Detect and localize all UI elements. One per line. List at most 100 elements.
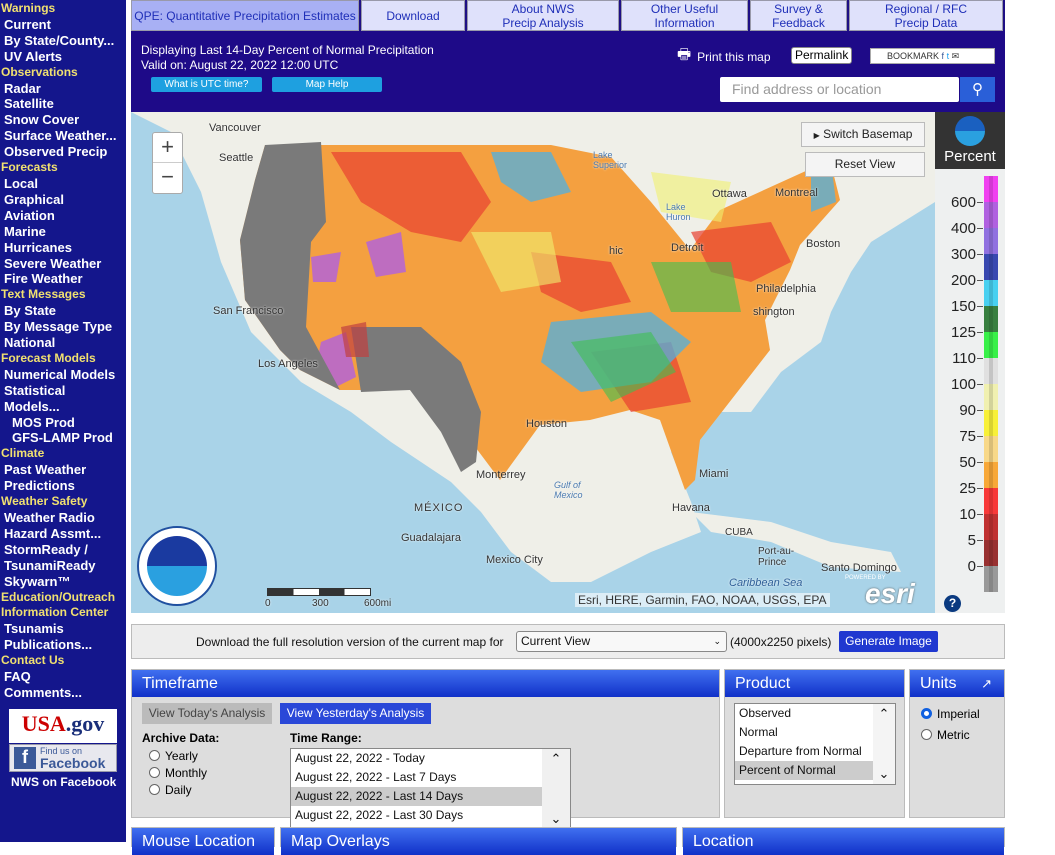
sidebar-item[interactable]: By State — [4, 303, 57, 319]
sidebar-item[interactable]: By State/County... — [4, 32, 115, 48]
sidebar-item[interactable]: TsunamiReady — [4, 557, 96, 573]
sidebar-section-header[interactable]: Information Center — [1, 605, 109, 620]
label-caribbean-sea: Caribbean Sea — [729, 577, 803, 589]
legend-swatch — [984, 280, 998, 306]
location-search-input[interactable]: Find address or location — [720, 77, 959, 102]
units-panel: Units ↗ Imperial Metric — [909, 669, 1005, 818]
sidebar-section-header[interactable]: Forecast Models — [1, 350, 96, 365]
sidebar-item[interactable]: Skywarn™ — [4, 573, 71, 589]
sidebar-item[interactable]: By Message Type — [4, 319, 113, 335]
sidebar-item[interactable]: Radar — [4, 80, 41, 96]
sidebar-item[interactable]: Observed Precip — [4, 144, 108, 160]
sidebar-item[interactable]: MOS Prod — [12, 414, 75, 430]
product-option[interactable]: Departure from Normal — [739, 744, 862, 758]
product-option[interactable]: Normal — [739, 725, 778, 739]
map-attribution[interactable]: Esri, HERE, Garmin, FAO, NOAA, USGS, EPA — [575, 593, 830, 607]
list-scrollbar[interactable]: ⌃ ⌄ — [542, 749, 570, 829]
download-view-select[interactable]: Current View ⌄ — [516, 631, 727, 652]
sidebar-item[interactable]: National — [4, 335, 56, 351]
sidebar-item[interactable]: Fire Weather — [4, 271, 83, 287]
permalink-button[interactable]: Permalink — [791, 47, 853, 64]
sidebar-item[interactable]: Statistical Models... — [4, 382, 66, 414]
sidebar-section-header[interactable]: Weather Safety — [1, 494, 88, 509]
reset-view-button[interactable]: Reset View — [805, 152, 925, 177]
archive-yearly[interactable]: Yearly — [149, 747, 207, 764]
email-icon[interactable]: ✉ — [951, 51, 960, 61]
switch-basemap-button[interactable]: ▶ Switch Basemap — [801, 122, 925, 147]
download-text: Download the full resolution version of … — [196, 635, 504, 649]
product-list[interactable]: Observed Normal Departure from Normal Pe… — [734, 703, 896, 785]
search-button[interactable]: ⚲ — [960, 77, 995, 102]
sidebar-item[interactable]: Predictions — [4, 478, 75, 494]
sidebar-item[interactable]: UV Alerts — [4, 48, 63, 64]
legend-help-icon[interactable]: ? — [944, 595, 961, 612]
sidebar-item[interactable]: Publications... — [4, 637, 93, 653]
tab-survey[interactable]: Survey & Feedback — [750, 0, 847, 31]
sidebar-item[interactable]: Tsunamis — [4, 621, 64, 637]
archive-monthly[interactable]: Monthly — [149, 764, 207, 781]
sidebar-item[interactable]: Severe Weather — [4, 255, 102, 271]
time-range-list[interactable]: August 22, 2022 - Today August 22, 2022 … — [290, 748, 571, 830]
zoom-out-button[interactable]: − — [161, 164, 174, 189]
generate-image-button[interactable]: Generate Image — [839, 631, 938, 652]
sidebar-item[interactable]: Satellite — [4, 96, 54, 112]
tab-regional[interactable]: Regional / RFC Precip Data — [849, 0, 1003, 31]
sidebar-item[interactable]: Numerical Models — [4, 366, 116, 382]
twitter-icon[interactable]: t — [946, 51, 950, 61]
sidebar-item[interactable]: Aviation — [4, 207, 55, 223]
facebook-badge[interactable]: f Find us on Facebook — [9, 743, 117, 772]
utc-button[interactable]: What is UTC time? — [151, 77, 262, 92]
units-metric[interactable]: Metric — [921, 724, 980, 745]
bookmark-button[interactable]: BOOKMARK f t ✉ — [870, 48, 995, 64]
sidebar-item[interactable]: Past Weather — [4, 462, 87, 478]
sidebar-item[interactable]: Comments... — [4, 684, 83, 700]
sidebar-item[interactable]: Marine — [4, 223, 46, 239]
sidebar-section-header[interactable]: Warnings — [1, 1, 56, 15]
sidebar-item[interactable]: Current — [4, 16, 51, 32]
range-option-selected[interactable]: August 22, 2022 - Last 14 Days — [291, 787, 570, 806]
range-option[interactable]: August 22, 2022 - Last 7 Days — [295, 770, 457, 784]
range-option[interactable]: August 22, 2022 - Today — [295, 751, 425, 765]
usa-gov-logo[interactable]: USA.gov — [9, 708, 117, 743]
product-option-selected[interactable]: Percent of Normal — [735, 761, 895, 780]
tab-other-info[interactable]: Other Useful Information — [621, 0, 748, 31]
sidebar-item[interactable]: Local — [4, 175, 38, 191]
radio-icon — [149, 784, 160, 795]
esri-logo[interactable]: esri — [865, 578, 915, 609]
sidebar-item[interactable]: FAQ — [4, 669, 31, 685]
list-scrollbar[interactable]: ⌃ ⌄ — [873, 704, 895, 784]
nws-facebook-link[interactable]: NWS on Facebook — [11, 774, 117, 789]
legend-tick — [977, 228, 983, 229]
tab-about[interactable]: About NWS Precip Analysis — [467, 0, 619, 31]
sidebar-section-header[interactable]: Education/Outreach — [1, 589, 116, 604]
sidebar-item[interactable]: Graphical — [4, 191, 64, 207]
sidebar-item[interactable]: Snow Cover — [4, 112, 80, 128]
precip-blue-areas — [491, 152, 836, 392]
precip-map[interactable]: Vancouver Seattle San Francisco Los Ange… — [131, 112, 935, 613]
map-help-button[interactable]: Map Help — [272, 77, 382, 92]
facebook-icon[interactable]: f — [941, 51, 945, 61]
sidebar-item[interactable]: Hazard Assmt... — [4, 525, 102, 541]
sidebar-section-header[interactable]: Forecasts — [1, 160, 58, 175]
tab-download[interactable]: Download — [361, 0, 465, 31]
sidebar-item[interactable]: StormReady / — [4, 541, 88, 557]
view-today-button[interactable]: View Today's Analysis — [142, 703, 272, 724]
range-option[interactable]: August 22, 2022 - Last 30 Days — [295, 808, 464, 822]
view-yesterday-button[interactable]: View Yesterday's Analysis — [280, 703, 431, 724]
sidebar-item[interactable]: Hurricanes — [4, 239, 72, 255]
expand-arrow-icon[interactable]: ↗ — [981, 676, 992, 691]
product-option[interactable]: Observed — [739, 706, 792, 720]
zoom-in-button[interactable]: + — [153, 133, 182, 163]
sidebar-item[interactable]: Surface Weather... — [4, 128, 117, 144]
sidebar-section-header[interactable]: Climate — [1, 446, 45, 461]
archive-daily[interactable]: Daily — [149, 781, 207, 798]
sidebar-item[interactable]: GFS-LAMP Prod — [12, 430, 113, 446]
print-map-link[interactable]: 🖶 Print this map — [677, 44, 771, 69]
sidebar-section-header[interactable]: Observations — [1, 64, 78, 79]
label-lake-superior: Lake Superior — [593, 150, 628, 170]
sidebar-section-header[interactable]: Text Messages — [1, 287, 86, 302]
sidebar-item[interactable]: Weather Radio — [4, 510, 95, 525]
sidebar-section-header[interactable]: Contact Us — [1, 653, 65, 668]
units-imperial[interactable]: Imperial — [921, 703, 980, 724]
tab-qpe[interactable]: QPE: Quantitative Precipitation Estimate… — [131, 0, 359, 31]
